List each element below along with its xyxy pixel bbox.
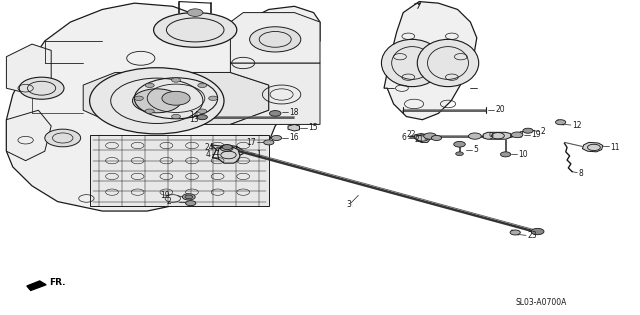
Circle shape — [19, 77, 64, 99]
Circle shape — [209, 96, 218, 100]
Text: 22: 22 — [406, 130, 416, 139]
Circle shape — [431, 135, 442, 140]
Circle shape — [271, 135, 282, 140]
Ellipse shape — [381, 39, 443, 87]
Polygon shape — [27, 281, 46, 290]
Circle shape — [500, 152, 511, 157]
Circle shape — [523, 128, 533, 133]
Circle shape — [456, 152, 463, 156]
Circle shape — [556, 120, 566, 125]
Polygon shape — [288, 124, 300, 131]
Polygon shape — [415, 134, 430, 142]
Text: 2: 2 — [541, 128, 545, 136]
Circle shape — [269, 111, 281, 116]
Polygon shape — [90, 135, 269, 206]
Ellipse shape — [417, 39, 479, 87]
Text: 12: 12 — [572, 121, 582, 130]
Text: 10: 10 — [518, 150, 528, 159]
Text: 8: 8 — [579, 169, 583, 178]
Circle shape — [264, 140, 274, 145]
Circle shape — [172, 114, 180, 119]
Circle shape — [186, 201, 196, 206]
Text: 15: 15 — [308, 123, 318, 132]
Polygon shape — [230, 63, 320, 124]
Text: 7: 7 — [518, 131, 524, 140]
Circle shape — [90, 68, 224, 134]
Circle shape — [145, 109, 154, 113]
Text: 3: 3 — [346, 200, 351, 209]
Polygon shape — [218, 146, 240, 163]
Polygon shape — [211, 145, 243, 156]
Circle shape — [510, 230, 520, 235]
Polygon shape — [582, 142, 603, 152]
Circle shape — [531, 228, 544, 235]
Circle shape — [198, 109, 207, 113]
Text: 20: 20 — [495, 106, 505, 114]
Polygon shape — [6, 110, 51, 161]
Polygon shape — [384, 2, 477, 120]
Text: 4: 4 — [205, 150, 211, 159]
Polygon shape — [83, 72, 269, 124]
Text: 14: 14 — [189, 111, 198, 120]
Text: 19: 19 — [160, 192, 170, 200]
Circle shape — [45, 129, 81, 147]
Circle shape — [197, 115, 207, 120]
Circle shape — [134, 96, 143, 100]
Circle shape — [424, 133, 436, 139]
Ellipse shape — [154, 13, 237, 47]
Text: 23: 23 — [527, 232, 537, 240]
Polygon shape — [6, 3, 320, 211]
Polygon shape — [483, 132, 511, 139]
Circle shape — [222, 145, 232, 150]
Circle shape — [468, 133, 481, 139]
Polygon shape — [230, 13, 320, 63]
Text: 16: 16 — [289, 134, 299, 142]
Text: SL03-A0700A: SL03-A0700A — [515, 298, 566, 307]
Circle shape — [185, 195, 193, 199]
Text: 1: 1 — [256, 150, 260, 158]
Circle shape — [172, 78, 180, 82]
Circle shape — [182, 194, 195, 200]
Text: 19: 19 — [531, 130, 541, 139]
Text: 9: 9 — [489, 132, 494, 140]
Circle shape — [162, 91, 190, 105]
Text: 6: 6 — [401, 134, 406, 142]
Text: 5: 5 — [474, 145, 479, 154]
Text: 13: 13 — [189, 115, 198, 123]
Text: 17: 17 — [246, 138, 256, 147]
Polygon shape — [6, 44, 51, 94]
Text: 21: 21 — [414, 135, 424, 144]
Circle shape — [132, 89, 181, 113]
Circle shape — [188, 9, 203, 16]
Circle shape — [250, 27, 301, 52]
Text: 11: 11 — [611, 143, 620, 152]
Circle shape — [511, 132, 523, 138]
Circle shape — [454, 141, 465, 147]
Circle shape — [145, 83, 154, 88]
Text: 24: 24 — [205, 143, 214, 152]
Text: 2: 2 — [167, 197, 172, 206]
Text: 18: 18 — [289, 108, 299, 117]
Text: FR.: FR. — [49, 278, 65, 287]
Circle shape — [198, 83, 207, 88]
